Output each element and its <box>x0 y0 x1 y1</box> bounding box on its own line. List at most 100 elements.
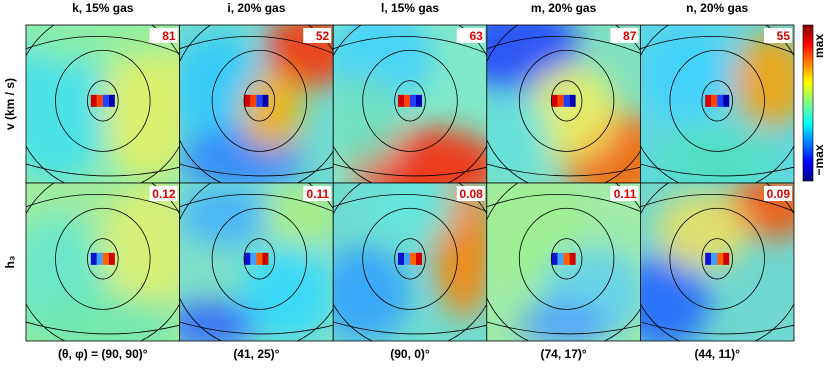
core-pixel <box>256 252 263 265</box>
blobs <box>26 183 180 341</box>
row-label: h₃ <box>3 256 17 269</box>
label-box <box>303 28 332 43</box>
blob <box>486 88 549 183</box>
angle-label: (θ, φ) = (90, 90)° <box>58 347 148 361</box>
core-pixel <box>404 252 410 265</box>
contour <box>640 193 795 335</box>
core-pixel <box>723 252 730 265</box>
core-pixel <box>398 252 404 265</box>
core-pixel <box>262 252 269 265</box>
core-pixel <box>569 94 576 107</box>
core-pixel <box>262 94 269 107</box>
map <box>486 25 641 183</box>
core-pixel <box>108 94 115 107</box>
map <box>333 25 487 183</box>
panel-frame <box>640 182 795 342</box>
contour <box>486 193 641 335</box>
map <box>333 183 487 341</box>
core-pixel <box>416 252 422 265</box>
max-value: 0.08 <box>459 187 483 201</box>
colorbar-max: max <box>812 34 826 58</box>
panel-title: n, 20% gas <box>686 1 748 15</box>
label-box <box>764 186 792 201</box>
map <box>486 183 641 341</box>
angle-label: (44, 11)° <box>694 347 740 361</box>
contour <box>333 35 487 177</box>
panel-title: l, 15% gas <box>381 1 439 15</box>
core-pixel <box>717 252 724 265</box>
contour <box>87 238 119 280</box>
core-pixel <box>711 94 718 107</box>
core-pixel <box>416 94 422 107</box>
colorbar-min: −max <box>812 144 826 175</box>
map <box>26 183 180 341</box>
blob <box>102 25 180 183</box>
colorbar <box>802 24 814 182</box>
contour <box>211 207 308 310</box>
contour <box>550 80 583 122</box>
contour <box>26 35 180 177</box>
core-pixel <box>398 94 404 107</box>
core-pixel <box>723 94 730 107</box>
map <box>640 25 795 183</box>
max-value: 55 <box>777 29 791 43</box>
contour <box>87 80 119 122</box>
contour <box>333 193 487 335</box>
blob <box>655 190 748 270</box>
contour <box>362 207 458 310</box>
max-value: 0.12 <box>152 187 176 201</box>
panel-title: i, 20% gas <box>227 1 285 15</box>
blob <box>241 246 334 341</box>
angle-label: (41, 25)° <box>233 347 279 361</box>
contour <box>179 193 334 335</box>
row-label: v (km / s) <box>3 78 17 130</box>
max-value: 0.11 <box>614 187 637 201</box>
blobs <box>179 25 334 183</box>
blob <box>732 32 795 128</box>
panel-title: m, 20% gas <box>531 1 597 15</box>
core-pixel <box>244 94 251 107</box>
blobs <box>333 183 487 341</box>
map <box>179 183 334 341</box>
blob <box>26 25 180 65</box>
core-pixel <box>250 252 257 265</box>
map <box>179 25 334 183</box>
label-box <box>610 186 639 201</box>
label-box <box>149 186 178 201</box>
blob <box>102 183 180 310</box>
core-pixel <box>551 94 558 107</box>
core-pixel <box>404 94 410 107</box>
max-value: 63 <box>469 29 483 43</box>
max-value: 52 <box>316 29 330 43</box>
core-pixel <box>705 94 712 107</box>
core-pixel <box>250 94 257 107</box>
label-box <box>610 28 639 43</box>
blobs <box>486 25 641 183</box>
blob <box>655 127 779 183</box>
map <box>26 25 180 183</box>
contour <box>55 207 151 310</box>
core-pixel <box>563 252 570 265</box>
label-box <box>149 28 178 43</box>
label-box <box>456 186 485 201</box>
core-pixel <box>551 252 558 265</box>
max-value: 0.09 <box>767 187 791 201</box>
label-box <box>764 28 792 43</box>
core-pixel <box>96 252 103 265</box>
blob <box>26 25 111 183</box>
blob <box>179 301 257 341</box>
contour <box>640 35 795 177</box>
contour <box>486 35 641 177</box>
contour <box>669 49 765 152</box>
contour <box>701 238 733 280</box>
core-pixel <box>705 252 712 265</box>
core-pixel <box>102 252 109 265</box>
blobs <box>26 25 180 183</box>
contour <box>701 80 733 122</box>
core-pixel <box>102 94 109 107</box>
core-pixel <box>569 252 576 265</box>
contour <box>518 207 615 310</box>
core-pixel <box>96 94 103 107</box>
angle-label: (74, 17)° <box>541 347 587 361</box>
